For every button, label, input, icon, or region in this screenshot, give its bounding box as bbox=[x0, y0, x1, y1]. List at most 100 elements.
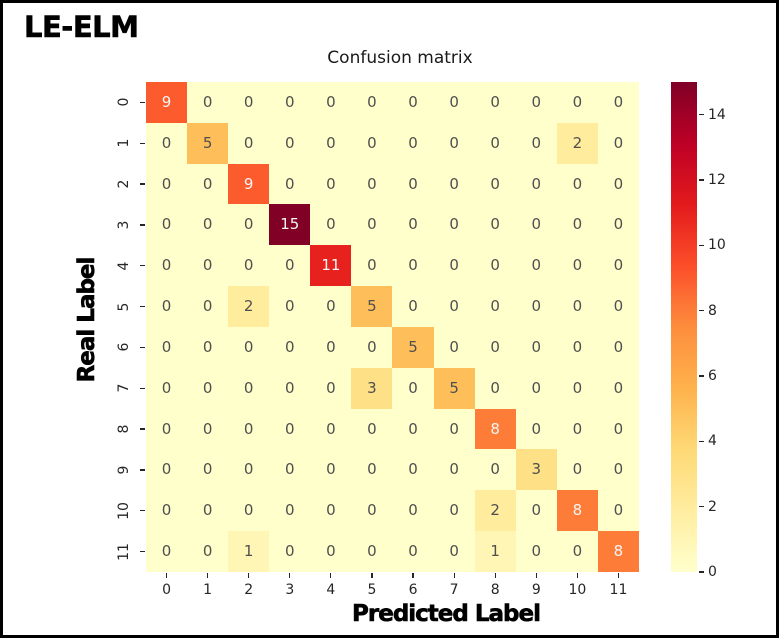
matrix-cell: 2 bbox=[556, 122, 598, 164]
matrix-cell: 0 bbox=[392, 82, 434, 123]
y-tick-label: 1 bbox=[116, 138, 132, 148]
matrix-cell: 0 bbox=[146, 531, 188, 572]
matrix-cell: 0 bbox=[310, 122, 352, 164]
colorbar-tick-mark bbox=[699, 310, 704, 312]
matrix-cell: 0 bbox=[392, 490, 434, 532]
y-tick-label: 2 bbox=[116, 179, 132, 189]
matrix-cell: 0 bbox=[597, 204, 639, 246]
matrix-cell: 0 bbox=[433, 245, 475, 287]
matrix-cell: 0 bbox=[146, 408, 188, 450]
matrix-cell: 0 bbox=[310, 82, 352, 123]
x-tick-mark bbox=[535, 573, 537, 578]
matrix-cell: 0 bbox=[310, 408, 352, 450]
matrix-cell: 0 bbox=[515, 245, 557, 287]
matrix-cell: 0 bbox=[515, 204, 557, 246]
matrix-cell: 0 bbox=[597, 163, 639, 205]
matrix-cell: 0 bbox=[597, 326, 639, 368]
matrix-cell: 0 bbox=[187, 204, 229, 246]
matrix-cell: 0 bbox=[310, 490, 352, 532]
matrix-cell: 0 bbox=[228, 122, 270, 164]
matrix-cell: 0 bbox=[474, 449, 516, 491]
matrix-cell: 0 bbox=[187, 449, 229, 491]
x-tick-mark bbox=[494, 573, 496, 578]
y-tick-label: 6 bbox=[116, 342, 132, 352]
matrix-cell: 0 bbox=[474, 326, 516, 368]
x-tick-label: 1 bbox=[203, 582, 213, 598]
matrix-cell: 0 bbox=[187, 82, 229, 123]
matrix-cell: 0 bbox=[146, 490, 188, 532]
matrix-cell: 8 bbox=[556, 490, 598, 532]
matrix-cell: 0 bbox=[597, 367, 639, 409]
matrix-cell: 0 bbox=[515, 82, 557, 123]
matrix-cell: 0 bbox=[351, 245, 393, 287]
matrix-cell: 0 bbox=[392, 245, 434, 287]
colorbar-tick-label: 0 bbox=[708, 564, 717, 580]
matrix-cell: 0 bbox=[269, 367, 311, 409]
colorbar-tick-mark bbox=[699, 375, 704, 377]
matrix-cell: 0 bbox=[392, 449, 434, 491]
matrix-cell: 0 bbox=[433, 82, 475, 123]
x-tick-label: 3 bbox=[285, 582, 295, 598]
matrix-cell: 0 bbox=[146, 326, 188, 368]
matrix-cell: 0 bbox=[187, 286, 229, 327]
x-tick-label: 2 bbox=[244, 582, 254, 598]
matrix-cell: 0 bbox=[228, 367, 270, 409]
colorbar-tick-label: 12 bbox=[708, 172, 726, 188]
matrix-cell: 0 bbox=[392, 408, 434, 450]
matrix-cell: 5 bbox=[187, 122, 229, 164]
matrix-cell: 0 bbox=[515, 490, 557, 532]
matrix-cell: 0 bbox=[269, 82, 311, 123]
matrix-cell: 0 bbox=[556, 531, 598, 572]
matrix-cell: 5 bbox=[351, 286, 393, 327]
matrix-cell: 0 bbox=[515, 367, 557, 409]
colorbar-gradient bbox=[671, 82, 697, 572]
matrix-cell: 0 bbox=[351, 449, 393, 491]
matrix-cell: 0 bbox=[187, 408, 229, 450]
y-tick-mark bbox=[140, 305, 145, 308]
x-tick-label: 11 bbox=[609, 582, 628, 598]
y-tick-label: 5 bbox=[116, 302, 132, 312]
matrix-cell: 0 bbox=[556, 326, 598, 368]
matrix-cell: 0 bbox=[146, 286, 188, 327]
x-tick-label: 8 bbox=[490, 582, 500, 598]
matrix-cell: 0 bbox=[515, 408, 557, 450]
matrix-cell: 2 bbox=[228, 286, 270, 327]
colorbar-tick-mark bbox=[699, 571, 704, 573]
y-tick-label: 4 bbox=[116, 261, 132, 271]
matrix-cell: 0 bbox=[597, 82, 639, 123]
matrix-cell: 0 bbox=[474, 122, 516, 164]
matrix-cell: 0 bbox=[310, 286, 352, 327]
matrix-cell: 0 bbox=[597, 286, 639, 327]
matrix-cell: 0 bbox=[228, 204, 270, 246]
matrix-cell: 11 bbox=[310, 245, 352, 287]
x-tick-mark bbox=[453, 573, 455, 578]
colorbar-tick-label: 10 bbox=[708, 237, 726, 254]
matrix-cell: 0 bbox=[556, 367, 598, 409]
matrix-cell: 0 bbox=[597, 449, 639, 491]
y-tick-mark bbox=[140, 224, 145, 226]
matrix-cell: 0 bbox=[228, 245, 270, 287]
matrix-cell: 0 bbox=[351, 163, 393, 205]
matrix-cell: 0 bbox=[433, 408, 475, 450]
y-tick-label: 0 bbox=[116, 97, 132, 107]
matrix-cell: 9 bbox=[228, 163, 270, 205]
matrix-cell: 0 bbox=[310, 326, 352, 368]
matrix-cell: 3 bbox=[351, 367, 393, 409]
y-tick-mark bbox=[140, 428, 145, 430]
matrix-cell: 0 bbox=[515, 326, 557, 368]
x-tick-mark bbox=[412, 573, 414, 578]
colorbar-tick-label: 6 bbox=[708, 368, 717, 384]
x-tick-label: 0 bbox=[162, 582, 171, 598]
x-tick-mark bbox=[371, 573, 373, 578]
matrix-cell: 0 bbox=[187, 163, 229, 205]
matrix-cell: 0 bbox=[146, 449, 188, 491]
x-tick-mark bbox=[576, 573, 578, 578]
matrix-cell: 0 bbox=[228, 326, 270, 368]
y-tick-mark bbox=[140, 346, 145, 348]
x-tick-label: 7 bbox=[449, 582, 459, 598]
x-tick-label: 4 bbox=[326, 582, 336, 598]
matrix-cell: 0 bbox=[269, 326, 311, 368]
matrix-cell: 0 bbox=[269, 449, 311, 491]
matrix-cell: 0 bbox=[474, 367, 516, 409]
